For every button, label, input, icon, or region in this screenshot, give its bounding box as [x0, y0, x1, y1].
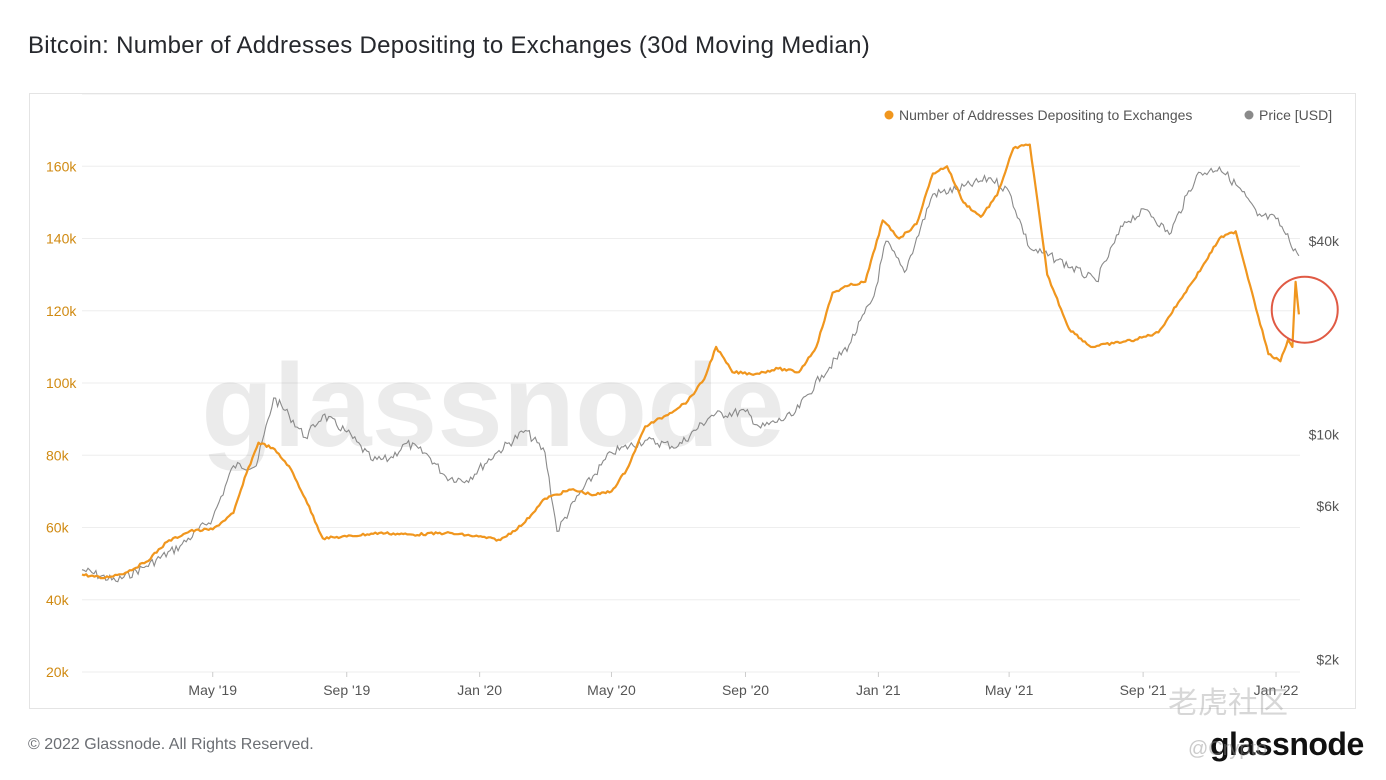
x-axis-tick-label: Jan '21	[856, 682, 901, 698]
annotation-layer	[1270, 275, 1339, 344]
x-axis-tick-label: Sep '20	[722, 682, 769, 698]
right-axis-tick-label: $10k	[1309, 427, 1340, 443]
glassnode-logo: glassnode	[1210, 726, 1364, 762]
left-axis: 20k 40k 60k 80k 100k 120k 140k 160k	[46, 158, 77, 680]
glassnode-watermark: glassnode	[201, 340, 785, 472]
legend-label-price: Price [USD]	[1259, 107, 1332, 123]
x-axis-tick-label: Jan '22	[1254, 682, 1299, 698]
left-axis-tick-label: 20k	[46, 664, 70, 680]
left-axis-tick-label: 60k	[46, 520, 70, 536]
x-axis-tick-label: Sep '19	[323, 682, 370, 698]
legend-item-price[interactable]: Price [USD]	[1244, 107, 1333, 123]
x-axis-tick-label: Jan '20	[457, 682, 502, 698]
footer-copyright: © 2022 Glassnode. All Rights Reserved.	[28, 736, 314, 753]
community-watermark: 老虎社区	[1168, 687, 1288, 720]
left-axis-tick-label: 80k	[46, 447, 70, 463]
left-axis-tick-label: 120k	[46, 303, 77, 319]
x-axis-tick-label: Sep '21	[1120, 682, 1167, 698]
left-axis-tick-label: 40k	[46, 592, 70, 608]
chart-svg: glassnode 20k 40k 60k 80k 100k 120k 140k 160k $…	[46, 94, 1340, 698]
x-axis-tick-label: May '21	[985, 682, 1034, 698]
x-axis: May '19 Sep '19 Jan '20 May '20 Sep '20 Jan '…	[188, 672, 1299, 698]
left-axis-tick-label: 140k	[46, 231, 77, 247]
price-series-line	[81, 165, 1300, 583]
right-axis-tick-label: $6k	[1316, 498, 1340, 514]
x-axis-tick-label: May '20	[587, 682, 636, 698]
page-title: Bitcoin: Number of Addresses Depositing …	[28, 32, 871, 59]
legend-label-addresses: Number of Addresses Depositing to Exchan…	[899, 107, 1192, 123]
legend: Number of Addresses Depositing to Exchan…	[884, 107, 1333, 123]
right-axis-tick-label: $2k	[1316, 651, 1340, 667]
legend-item-addresses[interactable]: Number of Addresses Depositing to Exchan…	[884, 107, 1193, 123]
left-axis-tick-label: 160k	[46, 158, 77, 174]
handle-watermark: @Crypto	[1188, 738, 1268, 760]
series-layer	[81, 143, 1300, 583]
legend-dot-addresses	[884, 110, 894, 120]
right-axis-tick-label: $40k	[1309, 233, 1340, 249]
highlight-circle-annotation	[1270, 275, 1339, 344]
chart-container: glassnode 20k 40k 60k 80k 100k 120k 140k 160k $…	[29, 93, 1356, 709]
x-axis-tick-label: May '19	[188, 682, 237, 698]
right-axis: $2k $6k $10k $40k	[1309, 233, 1340, 667]
legend-dot-price	[1244, 110, 1254, 120]
addresses-series-line	[81, 143, 1300, 580]
grid-lines	[82, 94, 1300, 673]
left-axis-tick-label: 100k	[46, 375, 77, 391]
